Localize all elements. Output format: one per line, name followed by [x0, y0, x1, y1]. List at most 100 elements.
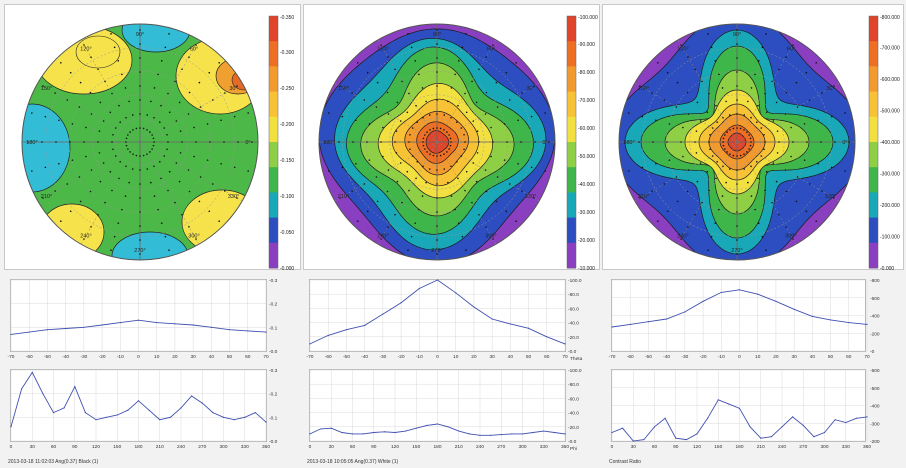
- colorbar-segment: [269, 167, 278, 193]
- measurement-point: [484, 113, 487, 115]
- data-point: [717, 399, 719, 401]
- grid: [611, 279, 868, 352]
- data-point: [564, 343, 566, 345]
- angle-label: 270°: [731, 248, 742, 254]
- measurement-point: [395, 152, 398, 154]
- x-tick-label: 40: [810, 354, 816, 360]
- x-tick-label: 60: [652, 444, 658, 450]
- measurement-point: [233, 115, 236, 118]
- measurement-point: [247, 170, 249, 172]
- measurement-point: [736, 183, 738, 185]
- measurement-point: [132, 129, 134, 131]
- measurement-point: [422, 165, 424, 168]
- measurement-point: [484, 169, 487, 171]
- colorbar-segment: [567, 192, 576, 219]
- measurement-point: [139, 169, 141, 171]
- measurement-point: [90, 169, 93, 171]
- measurement-point: [764, 141, 766, 143]
- data-point: [418, 287, 420, 290]
- measurement-point: [199, 106, 202, 108]
- measurement-point: [465, 33, 467, 35]
- data-point: [653, 426, 656, 428]
- data-point: [611, 431, 613, 434]
- measurement-point: [796, 176, 799, 178]
- x-tick-label: -30: [379, 354, 386, 360]
- measurement-point: [436, 183, 438, 185]
- measurement-point: [803, 159, 806, 161]
- measurement-point: [410, 46, 413, 49]
- data-point: [829, 319, 832, 321]
- data-point: [309, 433, 311, 435]
- measurement-point: [149, 151, 151, 153]
- data-point: [436, 279, 439, 281]
- measurement-point: [119, 121, 122, 124]
- measurement-point: [761, 235, 764, 238]
- measurement-point: [739, 154, 742, 157]
- data-point: [781, 426, 783, 428]
- measurement-point: [736, 113, 738, 115]
- measurement-point: [220, 119, 222, 122]
- measurement-point: [736, 155, 738, 157]
- colorbar-tick-label: -10.000: [578, 266, 595, 272]
- measurement-point: [31, 112, 33, 114]
- measurement-point: [736, 211, 738, 213]
- measurement-point: [476, 130, 479, 132]
- measurement-point: [139, 253, 141, 255]
- measurement-point: [694, 141, 696, 143]
- measurement-point: [368, 123, 371, 125]
- measurement-point: [132, 153, 134, 155]
- colorbar-segment: [869, 192, 878, 219]
- angle-label: 0°: [542, 140, 547, 146]
- colorbar-tick-label: -90.000: [578, 42, 595, 48]
- x-tick-label: 270: [497, 444, 505, 450]
- measurement-point: [436, 99, 438, 101]
- measurement-point: [168, 111, 171, 114]
- measurement-point: [224, 92, 226, 94]
- measurement-point: [680, 44, 682, 46]
- data-point: [647, 321, 650, 323]
- data-point: [351, 433, 354, 435]
- measurement-point: [463, 133, 465, 136]
- measurement-point: [54, 92, 56, 94]
- measurement-point: [833, 197, 835, 199]
- measurement-point: [394, 213, 396, 216]
- measurement-point: [421, 195, 424, 197]
- theta-profile-contrast: -70 -60 -50 -40 -30 -20 -10 0 10 20 30 40 50 60 70 -800…: [609, 278, 880, 360]
- measurement-point: [736, 239, 738, 241]
- measurement-point: [352, 141, 354, 143]
- measurement-point: [139, 113, 141, 115]
- measurement-point: [778, 141, 780, 143]
- colorbar-border: [868, 15, 879, 269]
- measurement-point: [44, 115, 47, 118]
- measurement-point: [366, 141, 368, 143]
- measurement-point: [795, 81, 798, 84]
- measurement-point: [790, 155, 792, 158]
- measurement-point: [139, 127, 141, 129]
- measurement-point: [496, 176, 499, 178]
- measurement-point: [429, 129, 431, 131]
- data-point: [265, 421, 267, 423]
- measurement-point: [436, 225, 438, 227]
- angle-label: 300°: [485, 234, 496, 240]
- x-tick-label: 240: [177, 444, 185, 450]
- measurement-point: [848, 141, 850, 143]
- measurement-point: [157, 208, 159, 211]
- measurement-point: [709, 133, 711, 136]
- measurement-point: [355, 119, 357, 122]
- measurement-point: [708, 141, 710, 143]
- measurement-point: [363, 99, 366, 101]
- colorbar-border: [268, 15, 279, 269]
- measurement-point: [408, 189, 410, 192]
- measurement-point: [112, 133, 114, 136]
- measurement-point: [696, 101, 699, 104]
- measurement-point: [425, 181, 427, 184]
- data-point: [320, 428, 322, 430]
- axis-note: Phi: [570, 446, 577, 452]
- angle-label: 180°: [26, 140, 37, 146]
- data-point: [116, 414, 118, 416]
- measurement-point: [754, 208, 756, 211]
- measurement-point: [153, 165, 155, 168]
- measurement-point: [743, 129, 745, 131]
- measurement-point: [386, 190, 389, 193]
- measurement-point: [701, 201, 703, 204]
